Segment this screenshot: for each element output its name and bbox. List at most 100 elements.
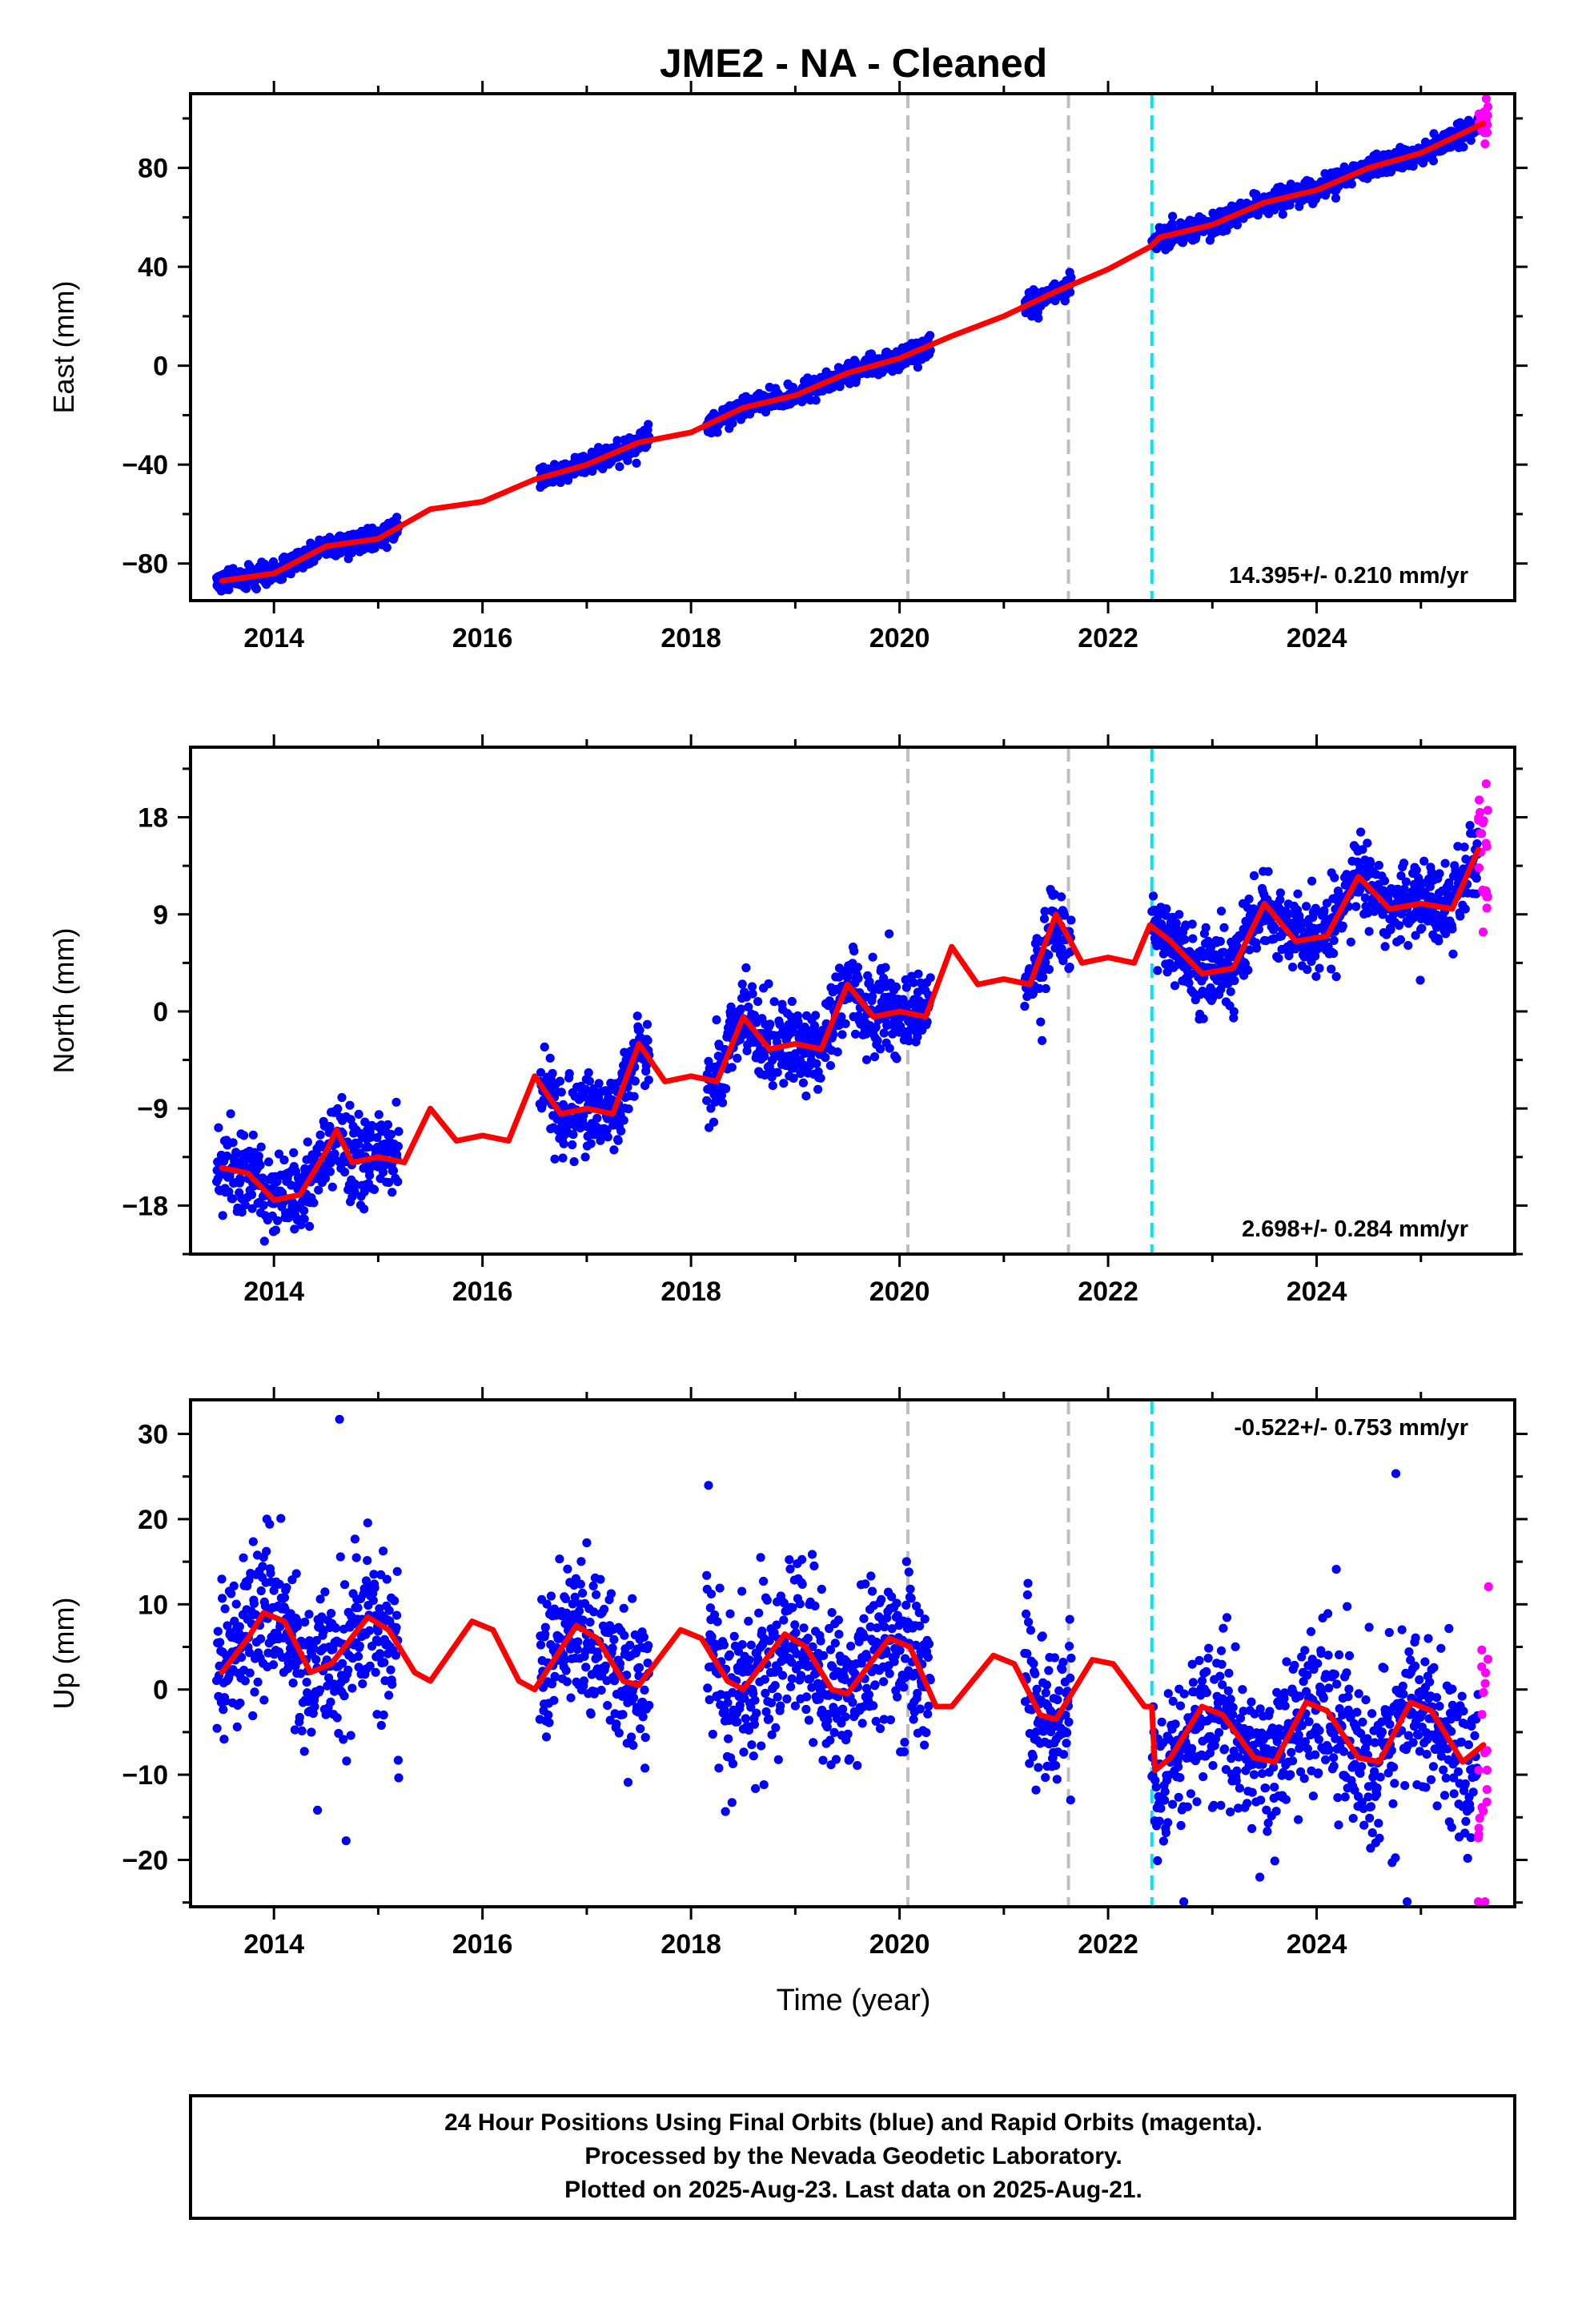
east-rapid-point (1481, 127, 1491, 136)
north-point (536, 1068, 546, 1077)
north-point (1041, 958, 1050, 967)
north-point (1472, 874, 1481, 883)
up-point (386, 1665, 396, 1675)
north-point (1330, 873, 1339, 883)
north-point (1356, 827, 1366, 837)
north-point (1188, 988, 1198, 998)
north-point (1057, 892, 1066, 902)
north-x-tick-label: 2016 (452, 1277, 513, 1307)
up-point (760, 1675, 769, 1684)
north-point (1465, 821, 1475, 830)
up-point (879, 1677, 889, 1687)
east-point (1459, 143, 1468, 152)
north-point (305, 1221, 315, 1231)
up-point (864, 1690, 873, 1699)
north-point (340, 1168, 350, 1177)
north-point (1275, 888, 1285, 898)
north-point (789, 1073, 798, 1083)
up-point (293, 1617, 303, 1626)
up-point (384, 1691, 394, 1700)
north-point (1460, 904, 1470, 914)
north-point (264, 1157, 274, 1167)
up-point (885, 1715, 895, 1725)
up-point (809, 1738, 818, 1747)
north-point (235, 1176, 245, 1185)
up-point (857, 1719, 867, 1728)
up-point (544, 1710, 553, 1720)
up-point (871, 1716, 881, 1726)
up-point (600, 1661, 610, 1671)
up-point (299, 1747, 309, 1756)
north-point (603, 1132, 612, 1142)
north-point (841, 1019, 850, 1028)
up-point (343, 1665, 353, 1675)
up-point (830, 1638, 840, 1648)
up-point (218, 1594, 227, 1603)
north-point (214, 1123, 223, 1132)
up-point (751, 1783, 761, 1793)
up-point (747, 1740, 757, 1750)
up-point (288, 1679, 298, 1688)
up-point (592, 1590, 601, 1599)
up-point (572, 1644, 582, 1655)
up-point (596, 1686, 606, 1695)
up-point (217, 1574, 227, 1584)
up-point (881, 1648, 891, 1659)
north-point (1397, 909, 1407, 919)
north-point (718, 1098, 728, 1108)
north-point (1184, 978, 1194, 988)
up-point (327, 1609, 336, 1618)
north-x-tick-label: 2014 (243, 1277, 304, 1307)
up-point (779, 1598, 789, 1608)
north-point (247, 1190, 257, 1200)
up-point (544, 1718, 554, 1727)
up-point (593, 1652, 603, 1662)
panel-east: 2014 2016 2018 2020 2022 2024−80−4004080East … (47, 81, 1528, 653)
up-point (769, 1628, 779, 1638)
up-point (615, 1659, 625, 1668)
north-point (354, 1140, 363, 1149)
north-x-tick-label: 2018 (661, 1277, 721, 1307)
north-point (813, 1084, 823, 1094)
north-point (299, 1206, 309, 1216)
north-frame (189, 746, 1516, 1256)
north-point (602, 1125, 612, 1135)
north-rapid-point (1482, 892, 1492, 902)
north-point (825, 1061, 835, 1071)
up-point (782, 1694, 792, 1704)
up-point (870, 1680, 880, 1690)
north-point (1180, 935, 1190, 944)
north-point (1288, 963, 1298, 972)
north-point (898, 995, 908, 1004)
up-point (549, 1695, 559, 1705)
up-point (307, 1727, 316, 1737)
up-point (875, 1724, 885, 1734)
north-plot-area (212, 747, 1492, 1254)
up-point (282, 1582, 291, 1592)
north-point (1274, 954, 1283, 963)
up-point (235, 1699, 245, 1708)
north-point (1380, 942, 1390, 951)
up-point (620, 1630, 629, 1640)
north-point (809, 1021, 820, 1031)
north-point (327, 1182, 337, 1192)
north-y-tick-label: 18 (138, 803, 168, 834)
north-x-tick-label: 2020 (869, 1277, 930, 1307)
up-point (355, 1641, 364, 1651)
east-x-tick-label: 2024 (1287, 623, 1347, 653)
up-point (705, 1603, 716, 1613)
east-point (632, 458, 641, 468)
up-point (227, 1589, 236, 1598)
north-rate-label: 2.698+/- 0.284 mm/yr (1242, 1216, 1468, 1242)
north-point (1419, 856, 1429, 866)
north-point (1411, 865, 1421, 875)
north-point (885, 1043, 894, 1053)
north-point (1249, 870, 1259, 881)
east-x-tick-label: 2020 (869, 623, 930, 653)
up-point (834, 1630, 844, 1639)
up-point (297, 1726, 307, 1735)
up-point (636, 1724, 645, 1734)
north-point (1453, 842, 1463, 851)
up-point (788, 1602, 797, 1613)
up-point (817, 1584, 826, 1594)
